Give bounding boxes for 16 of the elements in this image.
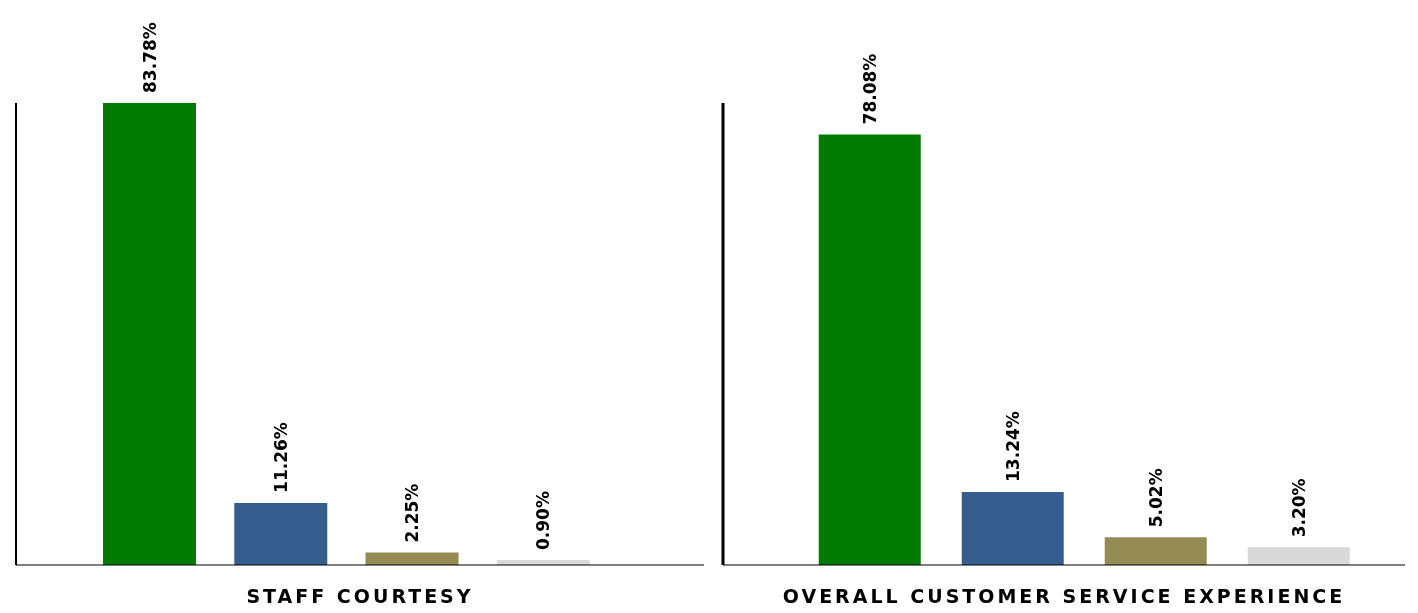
x-axis-title: OVERALL CUSTOMER SERVICE EXPERIENCE	[782, 585, 1346, 607]
data-label: 2.25%	[402, 483, 423, 543]
data-label: 5.02%	[1145, 468, 1166, 528]
data-label: 78.08%	[859, 53, 880, 125]
bar	[103, 103, 197, 565]
bar	[818, 134, 921, 565]
bar	[961, 491, 1064, 565]
data-label: 13.24%	[1002, 411, 1023, 482]
bar	[1247, 547, 1350, 565]
data-label: 0.90%	[533, 491, 554, 551]
bar	[1104, 537, 1207, 565]
data-label: 3.20%	[1288, 478, 1309, 538]
x-axis-title: STAFF COURTESY	[246, 585, 474, 607]
data-label: 83.78%	[139, 22, 160, 93]
data-label: 11.26%	[270, 422, 291, 493]
bar	[234, 502, 328, 565]
